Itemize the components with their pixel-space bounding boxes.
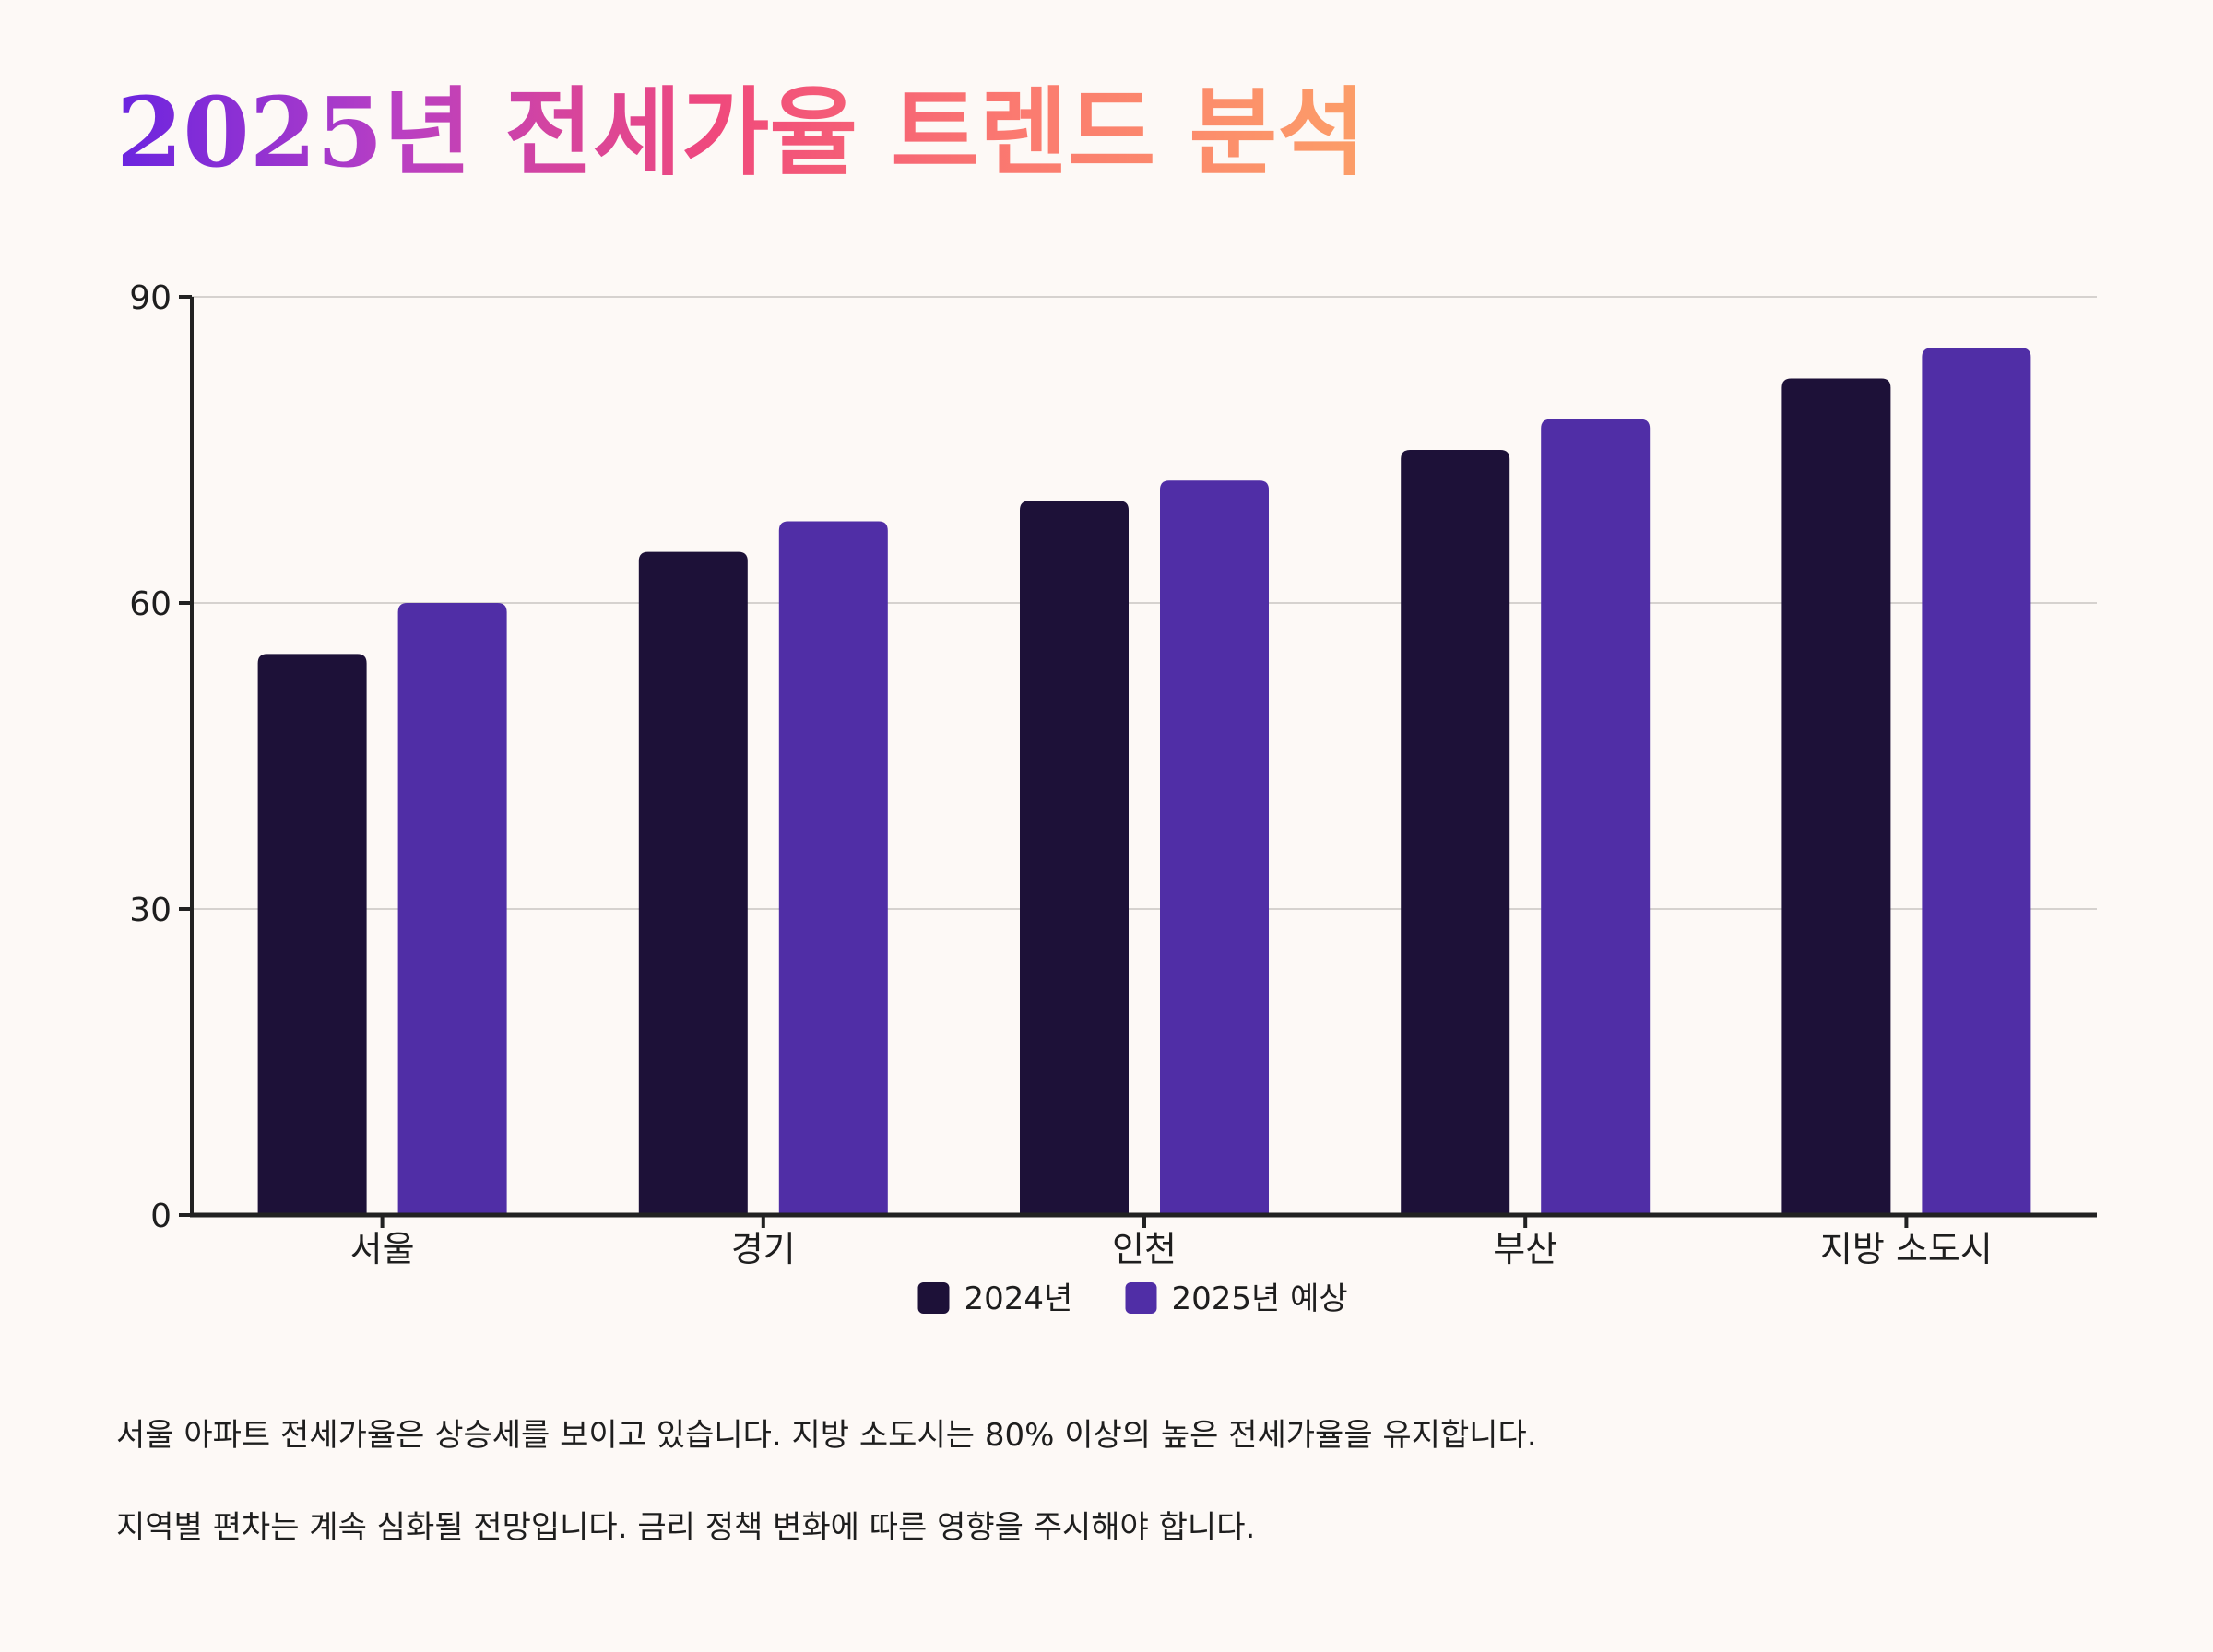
- y-tick-label: 90: [129, 279, 172, 317]
- bar-2025: [397, 603, 507, 1215]
- x-tick-label: 부산: [1493, 1229, 1557, 1269]
- x-tick-label: 지방 소도시: [1820, 1229, 1993, 1269]
- bar-2024: [1020, 501, 1129, 1215]
- page-title: 2025년 전세가율 트렌드 분석: [116, 76, 1366, 189]
- bar-2025: [778, 521, 888, 1215]
- chart-container: 0 30 60 90 서울 경기 인천 부산 지방 소도시 2024년 2025년 예상: [0, 230, 2213, 1337]
- legend-label: 2024년: [964, 1280, 1073, 1317]
- bar-chart: 0 30 60 90 서울 경기 인천 부산 지방 소도시 2024년 2025년 예상: [129, 279, 2097, 1317]
- x-tick-label: 경기: [731, 1229, 796, 1269]
- note-paragraph: 서울 아파트 전세가율은 상승세를 보이고 있습니다. 지방 소도시는 80% …: [116, 1417, 1537, 1454]
- legend-label: 2025년 예상: [1172, 1280, 1348, 1317]
- bar-2024: [1401, 450, 1510, 1215]
- note-paragraph: 지역별 편차는 계속 심화될 전망입니다. 금리 정책 변화에 따른 영향을 주…: [116, 1509, 1256, 1546]
- legend-swatch: [917, 1282, 950, 1314]
- legend-swatch: [1125, 1282, 1157, 1314]
- x-tick-label: 인천: [1112, 1229, 1177, 1269]
- bar-2025: [1541, 419, 1651, 1215]
- x-tick-label: 서울: [350, 1229, 415, 1269]
- bar-2024: [638, 551, 748, 1215]
- bar-2025: [1922, 348, 2031, 1215]
- notes-section: 서울 아파트 전세가율은 상승세를 보이고 있습니다. 지방 소도시는 80% …: [116, 1417, 2099, 1601]
- bar-2024: [1781, 378, 1891, 1215]
- y-tick-label: 0: [150, 1198, 172, 1235]
- bar-2024: [257, 654, 367, 1215]
- y-tick-label: 30: [129, 891, 172, 929]
- y-tick-label: 60: [129, 585, 172, 623]
- bar-2025: [1160, 480, 1269, 1215]
